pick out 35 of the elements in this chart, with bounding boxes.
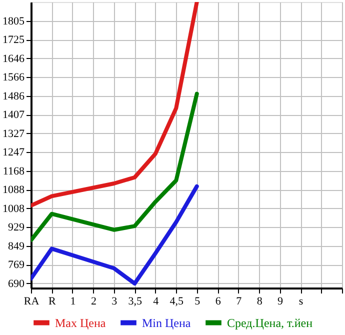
x-tick-label: s [298,296,304,308]
x-tick-label: 3 [112,296,118,308]
x-tick-label: 7 [236,296,242,308]
y-tick-label: 849 [8,240,25,252]
y-tick-label: 1008 [2,202,25,215]
legend-label: Сред.Цена, т.йен [227,316,314,330]
y-tick-label: 769 [8,259,25,272]
y-tick-label: 1725 [2,34,25,46]
x-tick-label: 8 [256,296,263,308]
y-tick-label: 1486 [2,90,25,102]
x-tick-label: 2 [90,296,96,308]
y-tick-label: 1327 [2,128,25,140]
y-tick-label: 1805 [2,15,25,28]
line-series [31,2,199,208]
line-series [31,92,199,242]
y-tick-label: 1407 [2,109,25,122]
x-tick-label: 5 [194,296,201,308]
y-tick-label: 1566 [2,72,25,84]
x-tick-label: 4 [153,296,160,308]
x-tick-label: 4,5 [170,296,184,308]
x-tick-label: RA [24,296,40,308]
x-tick-label: 1 [70,296,76,308]
y-tick-label: 1088 [2,184,25,196]
legend-label: Max Цена [55,316,106,330]
y-tick-label: 1247 [2,146,25,159]
y-tick-label: 929 [8,222,25,234]
x-tick-label: 3,5 [128,296,143,308]
y-tick-label: 1168 [2,165,25,178]
x-tick-label: 9 [278,296,284,308]
legend-label: Min Цена [142,316,192,330]
x-tick-label: 6 [215,296,222,308]
y-tick-label: 690 [8,278,25,290]
y-tick-label: 1646 [2,52,25,65]
line-series [31,184,199,286]
x-tick-label: R [48,296,57,308]
